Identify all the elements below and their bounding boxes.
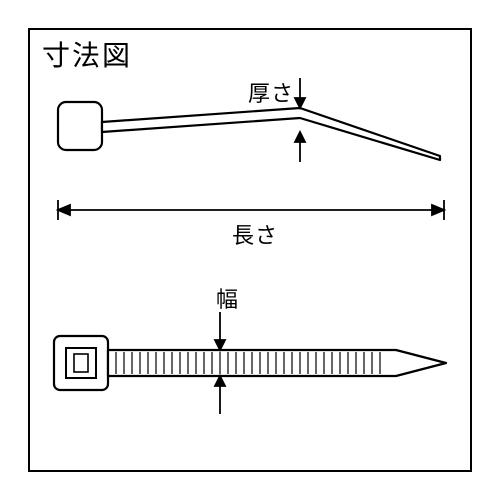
top-strap [108, 350, 446, 376]
page: 寸法図 厚さ 長さ 幅 [0, 0, 500, 500]
top-head-pawl [74, 354, 88, 372]
top-view-drawing [0, 0, 500, 500]
